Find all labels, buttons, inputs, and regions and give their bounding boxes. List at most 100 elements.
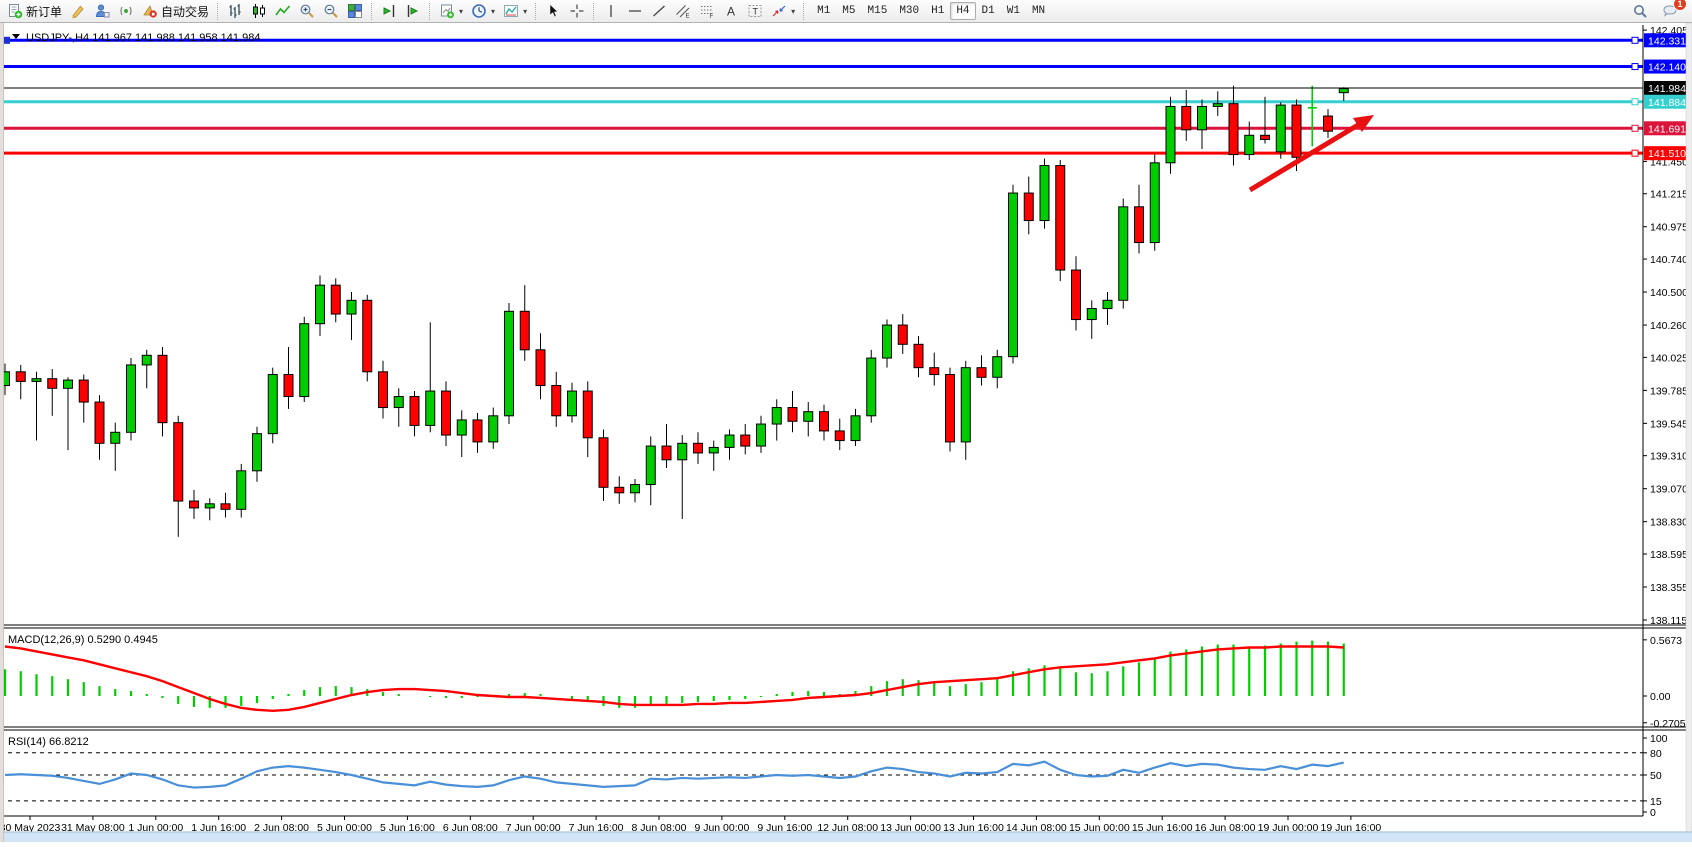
chart-canvas[interactable]: USDJPY-,H4 141.967 141.988 141.958 141.9… <box>0 22 1692 843</box>
timeframe-m1[interactable]: M1 <box>817 5 831 17</box>
timeframe-w1[interactable]: W1 <box>1006 5 1020 17</box>
time-label: 19 Jun 00:00 <box>1258 822 1319 834</box>
pencil-tool-button[interactable] <box>66 0 90 22</box>
zoom-out-icon <box>324 4 338 18</box>
svg-text:-0.2705: -0.2705 <box>1650 718 1686 730</box>
hline-icon <box>629 10 642 12</box>
hline-handle[interactable] <box>1631 36 1639 44</box>
rsi-label: RSI(14) 66.8212 <box>8 736 89 748</box>
svg-text:80: 80 <box>1650 748 1662 760</box>
macd-panel: MACD(12,26,9) 0.5290 0.4945 <box>3 634 1345 713</box>
chat-icon <box>1663 5 1677 17</box>
tile-windows-button[interactable] <box>343 0 367 22</box>
time-label: 1 Jun 00:00 <box>128 822 183 834</box>
candlestick-series <box>0 85 1349 537</box>
crosshair-button[interactable] <box>565 0 589 22</box>
bottom-strip <box>0 832 1692 842</box>
window-left-edge <box>0 23 4 842</box>
new-chart-button[interactable]: ▾ <box>435 0 467 22</box>
bar-chart-button[interactable] <box>223 0 247 22</box>
new-order-button[interactable]: 新订单 <box>3 0 66 22</box>
chart-shift-button[interactable] <box>377 0 401 22</box>
main-toolbar: 新订单 自动交易 ▾ ▾ ▾ E F A T ▾ M1 M5 M15 M30 H1 H4 D1 W1 MN 1 <box>0 0 1692 23</box>
svg-text:F: F <box>710 14 714 19</box>
autotrading-button-label: 自动交易 <box>161 4 210 19</box>
svg-text:139.785: 139.785 <box>1650 385 1688 397</box>
new-chart-icon <box>441 4 454 19</box>
svg-text:141.510: 141.510 <box>1648 148 1686 160</box>
hline-handle[interactable] <box>1631 63 1639 71</box>
svg-text:138.830: 138.830 <box>1650 517 1688 529</box>
crosshair-icon <box>570 4 584 18</box>
time-axis[interactable]: 30 May 2023 31 May 08:00 1 Jun 00:00 1 Jun … <box>0 815 1643 834</box>
auto-scroll-button[interactable] <box>401 0 425 22</box>
profile-icon <box>96 4 110 18</box>
svg-text:0: 0 <box>1650 807 1656 819</box>
trend-arrow-object[interactable] <box>1248 115 1374 193</box>
channel-button[interactable]: E <box>671 0 695 22</box>
price-axis[interactable]: 142.405141.450141.215140.975140.740140.5… <box>1642 25 1690 819</box>
auto-scroll-icon <box>407 5 419 17</box>
time-label: 5 Jun 00:00 <box>317 822 372 834</box>
timeframe-m15[interactable]: M15 <box>867 5 888 17</box>
price-badge <box>1644 121 1690 136</box>
timeframe-m5[interactable]: M5 <box>842 5 856 17</box>
zoom-out-button[interactable] <box>319 0 343 22</box>
price-badge <box>1644 33 1690 48</box>
trendline-button[interactable] <box>647 0 671 22</box>
toolbar-separator <box>593 2 595 20</box>
broadcast-button[interactable] <box>114 0 138 22</box>
toolbar-separator <box>803 2 805 20</box>
svg-text:140.500: 140.500 <box>1650 287 1688 299</box>
time-label: 15 Jun 00:00 <box>1069 822 1130 834</box>
chat-button[interactable]: 1 <box>1658 0 1687 22</box>
hline-handle[interactable] <box>1631 124 1639 132</box>
svg-text:140.260: 140.260 <box>1650 320 1688 332</box>
timeframe-m30[interactable]: M30 <box>899 5 920 17</box>
price-badge <box>1644 94 1690 109</box>
broadcast-icon <box>120 6 132 16</box>
vertical-line-button[interactable] <box>599 0 623 22</box>
pencil-icon <box>72 5 84 19</box>
time-label: 13 Jun 16:00 <box>943 822 1004 834</box>
timeframe-h1[interactable]: H1 <box>931 5 945 17</box>
chart-window[interactable]: USDJPY-,H4 141.967 141.988 141.958 141.9… <box>0 22 1692 843</box>
profile-button[interactable] <box>90 0 114 22</box>
new-order-button-label: 新订单 <box>26 4 63 19</box>
price-badge <box>1644 81 1690 95</box>
hline-left-handle[interactable] <box>3 36 10 44</box>
periods-button[interactable]: ▾ <box>467 0 499 22</box>
search-button[interactable] <box>1628 0 1652 22</box>
autotrading-button[interactable]: 自动交易 <box>138 0 213 22</box>
timeframe-d1[interactable]: D1 <box>981 5 995 17</box>
horizontal-line-objects[interactable] <box>0 36 1643 157</box>
autotrade-icon <box>143 5 157 18</box>
line-chart-button[interactable] <box>271 0 295 22</box>
indicators-button[interactable]: ▾ <box>499 0 531 22</box>
time-label: 6 Jun 08:00 <box>443 822 498 834</box>
timeframe-h4[interactable]: H4 <box>950 2 976 20</box>
chart-title: USDJPY-,H4 141.967 141.988 141.958 141.9… <box>26 32 260 44</box>
text-label-button[interactable]: T <box>743 0 767 22</box>
horizontal-line-button[interactable] <box>623 0 647 22</box>
text-button[interactable]: A <box>719 0 743 22</box>
svg-text:141.215: 141.215 <box>1650 189 1688 201</box>
new-order-icon <box>9 4 23 19</box>
time-label: 9 Jun 16:00 <box>757 822 812 834</box>
cursor-button[interactable] <box>541 0 565 22</box>
svg-text:142.140: 142.140 <box>1648 62 1686 74</box>
hline-handle[interactable] <box>1631 98 1639 106</box>
svg-text:138.115: 138.115 <box>1650 615 1687 627</box>
candlestick-chart-button[interactable] <box>247 0 271 22</box>
svg-text:142.331: 142.331 <box>1648 35 1686 47</box>
zoom-in-button[interactable] <box>295 0 319 22</box>
chevron-down-icon: ▾ <box>791 6 796 16</box>
time-label: 12 Jun 08:00 <box>817 822 878 834</box>
hline-handle[interactable] <box>1631 149 1639 157</box>
timeframe-mn[interactable]: MN <box>1031 5 1046 17</box>
fibonacci-icon: F <box>701 6 714 19</box>
arrows-button[interactable]: ▾ <box>767 0 799 22</box>
text-a-icon: A <box>727 5 735 19</box>
svg-text:E: E <box>686 14 690 20</box>
fibonacci-button[interactable]: F <box>695 0 719 22</box>
